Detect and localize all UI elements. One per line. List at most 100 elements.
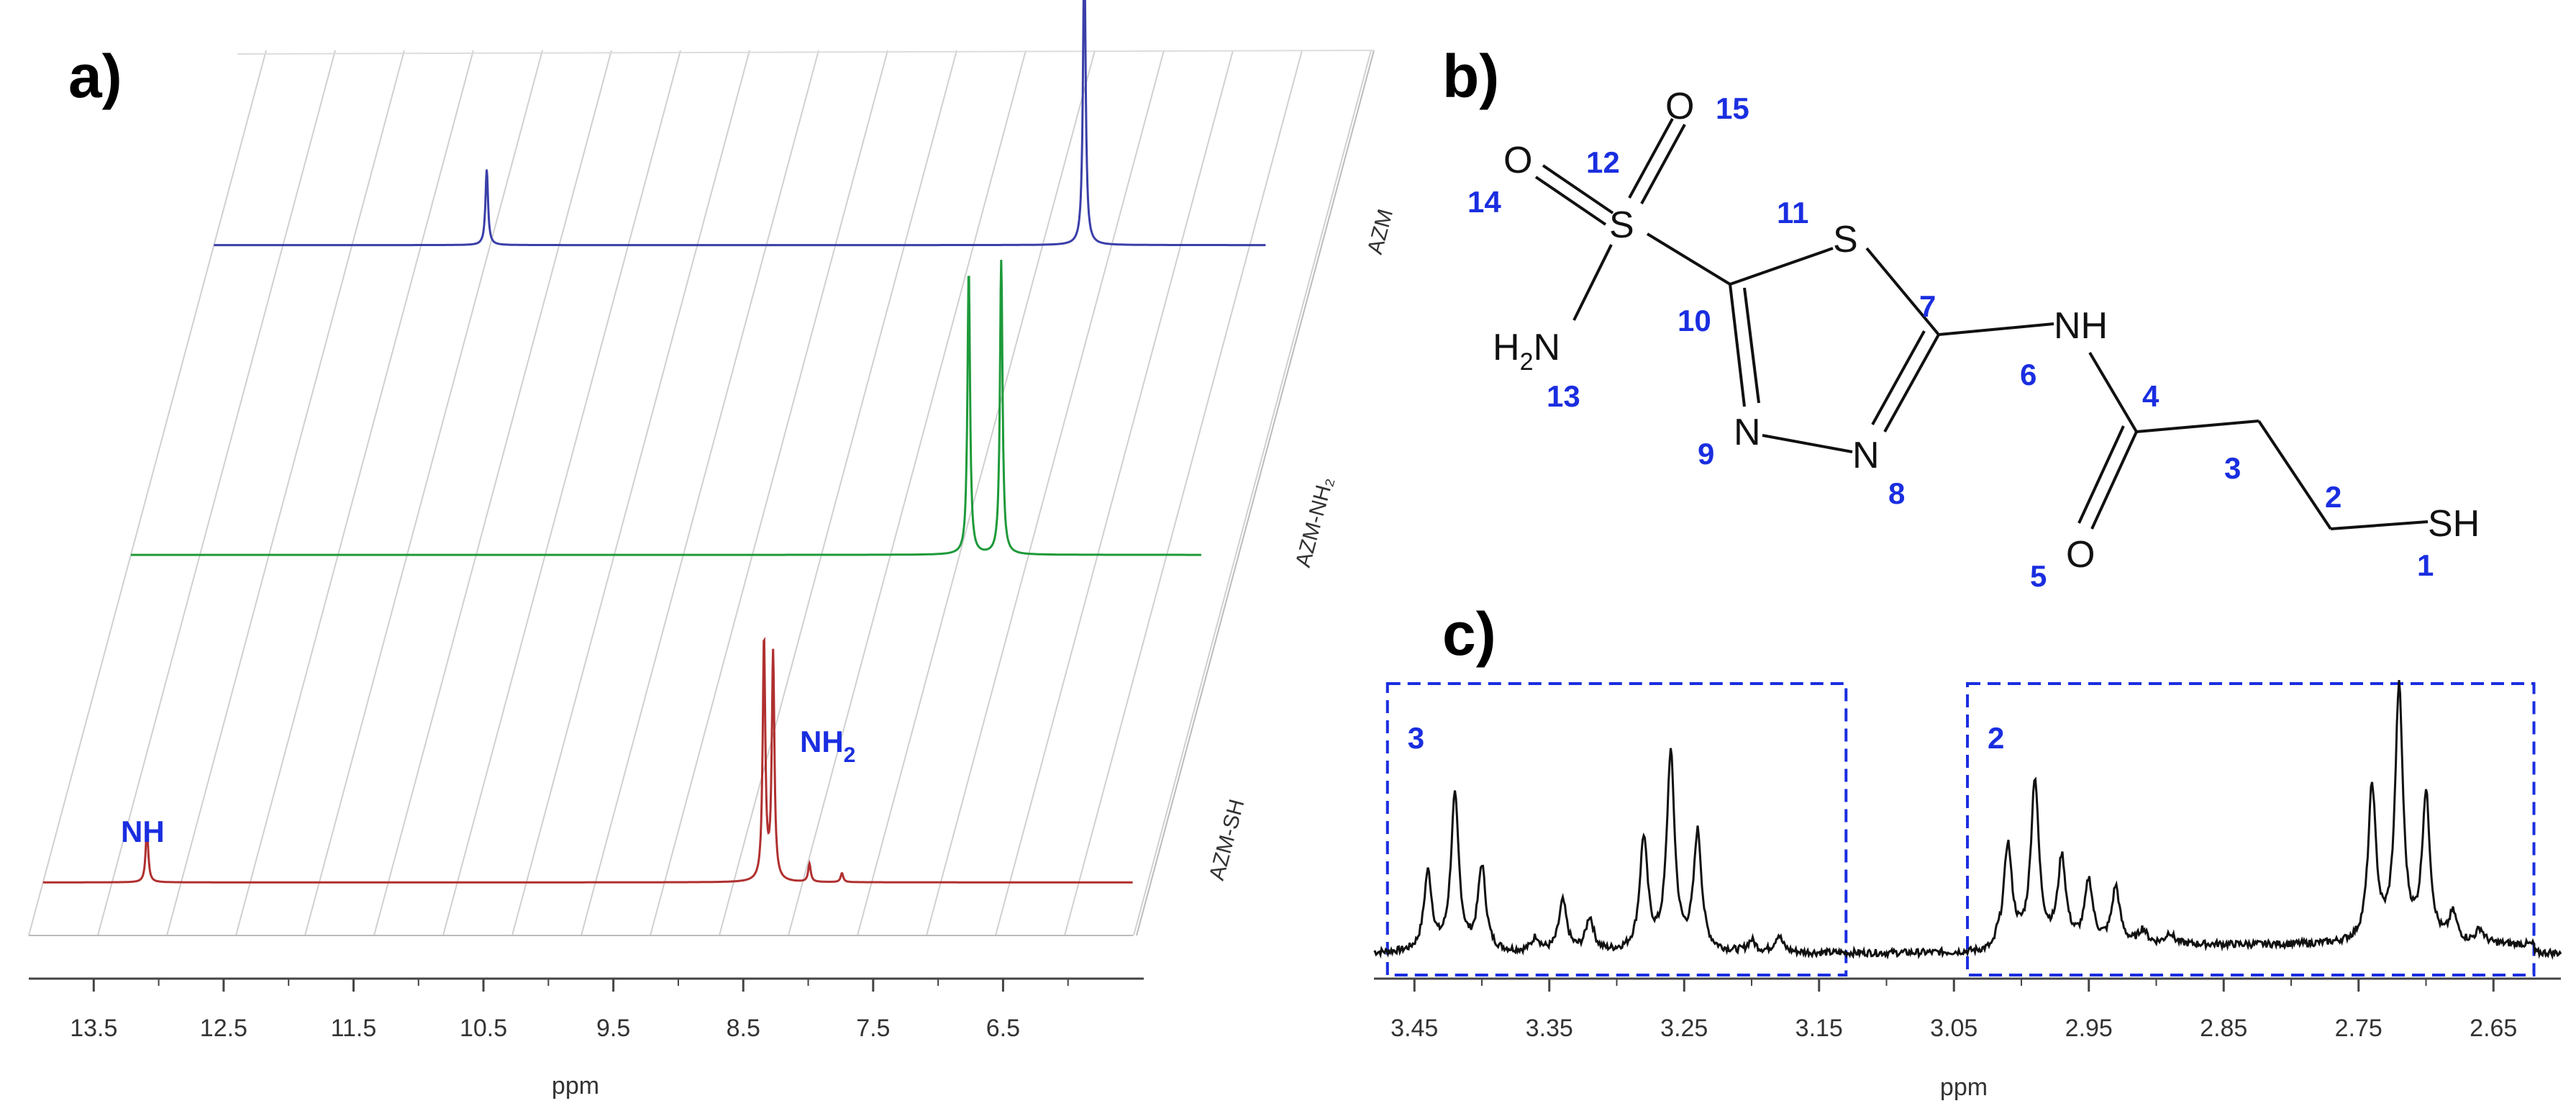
annotation-nh2-main: NH — [800, 725, 844, 758]
panel-a-depth-axis — [1136, 50, 1375, 936]
panel-a-tick-label: 13.5 — [70, 1015, 117, 1042]
panel-a-x-title: ppm — [552, 1072, 599, 1100]
number-1: 1 — [2417, 548, 2434, 582]
panel-a-grid-line — [373, 50, 612, 936]
atom-h2n-sub: 2 — [1520, 348, 1534, 376]
bond-nh-c4 — [2088, 351, 2138, 433]
panel-a-grid-line — [442, 50, 681, 936]
panel-a-tick-label: 7.5 — [856, 1015, 890, 1042]
annotation-nh: NH — [121, 815, 165, 848]
bond-c2-sh — [2330, 520, 2429, 530]
bond-c7-n8-a — [1883, 334, 1940, 432]
bond-s-o-top-b — [1640, 124, 1686, 204]
bond-s-o-left-a — [1542, 164, 1614, 214]
bond-c7-n8-b — [1871, 330, 1926, 425]
panel-a-tick-label: 8.5 — [727, 1015, 760, 1042]
bond-c10-s11 — [1729, 247, 1834, 286]
atom-h2n: H2N — [1493, 327, 1560, 376]
atom-sh: SH — [2428, 503, 2480, 545]
atom-n9: N — [1734, 412, 1761, 453]
number-9: 9 — [1698, 437, 1714, 471]
panel-c-tick-label: 2.75 — [2335, 1015, 2382, 1042]
atom-h2n-n: N — [1533, 327, 1560, 368]
panel-a-grid-line — [857, 50, 1096, 936]
panel-a-grid-line — [788, 50, 1027, 936]
panel-a-tick-label: 9.5 — [596, 1015, 630, 1042]
number-15: 15 — [1716, 91, 1749, 125]
number-13: 13 — [1547, 379, 1580, 413]
panel-a-grid-line — [511, 50, 750, 936]
panel-a-grid-line — [1133, 50, 1372, 936]
panel-a-tick-label: 12.5 — [200, 1015, 247, 1042]
panel-c-tick-label: 3.25 — [1660, 1015, 1708, 1042]
number-8: 8 — [1888, 476, 1905, 510]
panel-c-tick-label: 2.95 — [2065, 1015, 2113, 1042]
panel-a-grid-line — [719, 50, 957, 936]
panel-a-grid-line — [995, 50, 1234, 936]
panel-a-grid-line — [1064, 50, 1303, 936]
series-azm-line — [214, 0, 1266, 247]
series-label-azm-sh: AZM-SH — [1205, 797, 1250, 883]
series-azm-nh2-line — [130, 259, 1201, 556]
panel-c-ticks: 3.45 3.35 3.25 3.15 3.05 2.95 2.85 2.75 2.65 — [1391, 979, 2517, 1042]
panel-a-grid — [28, 50, 1372, 936]
series-label-azm-nh2: AZM-NH₂ — [1291, 474, 1338, 569]
panel-c-tick-label: 3.35 — [1526, 1015, 1573, 1042]
series-azm-sh-line — [42, 637, 1133, 884]
atom-n8: N — [1852, 435, 1880, 476]
panel-c-tick-label: 2.85 — [2200, 1015, 2247, 1042]
panel-a-grid-line — [97, 50, 336, 936]
panel-a-label: a) — [68, 42, 122, 110]
panel-a-tick-label: 10.5 — [460, 1015, 507, 1042]
atom-o-top: O — [1665, 86, 1694, 127]
number-12: 12 — [1586, 145, 1620, 179]
number-6: 6 — [2020, 358, 2036, 391]
panel-a-grid-line — [650, 50, 888, 936]
atom-numbers: 1 2 3 4 5 6 7 8 9 10 11 12 13 14 15 — [1467, 91, 2434, 593]
panel-c-box-label-2: 2 — [1988, 721, 2004, 755]
panel-c-x-title: ppm — [1940, 1074, 1988, 1101]
atom-s-ring: S — [1833, 219, 1858, 260]
bond-c7-nh — [1938, 322, 2054, 336]
panel-c-box-2 — [1966, 682, 2536, 976]
bond-c10-n9-a — [1729, 284, 1746, 407]
panel-c-label: c) — [1442, 600, 1496, 668]
panel-c-tick-label: 3.15 — [1796, 1015, 1843, 1042]
panel-a: a) 13.5 12.5 11.5 10.5 9.5 8.5 7.5 6.5 ppm AZM … — [28, 0, 1398, 1100]
panel-a-grid-line — [581, 50, 819, 936]
bond-s-o-top-a — [1628, 118, 1674, 199]
number-7: 7 — [1919, 289, 1936, 323]
panel-c-tick-label: 3.45 — [1391, 1015, 1438, 1042]
number-3: 3 — [2224, 451, 2241, 485]
atom-s-sulfonyl: S — [1609, 204, 1634, 246]
panel-a-grid-line — [235, 50, 474, 936]
panel-a-tick-label: 6.5 — [986, 1015, 1020, 1042]
bond-s-n — [1573, 244, 1613, 321]
bonds — [1534, 118, 2429, 530]
bond-c4-c3 — [2136, 420, 2259, 433]
bond-c4-o-b — [2077, 425, 2125, 524]
bond-s11-c7 — [1865, 247, 1940, 336]
bond-c10-n9-b — [1743, 287, 1760, 404]
atom-o5: O — [2066, 534, 2095, 576]
panel-c-tick-label: 2.65 — [2470, 1015, 2517, 1042]
panel-a-grid-line — [926, 50, 1165, 936]
panel-a-grid-line — [28, 50, 267, 936]
panel-c: c) 3.45 3.35 3.25 3.15 3.05 2.95 2.85 2.75 2.65 … — [1373, 600, 2562, 1101]
panel-c-tick-label: 3.05 — [1930, 1015, 1977, 1042]
panel-b-label: b) — [1442, 42, 1499, 110]
number-2: 2 — [2325, 480, 2341, 514]
number-11: 11 — [1777, 196, 1808, 230]
panel-c-box-label-3: 3 — [1408, 721, 1424, 755]
number-14: 14 — [1467, 185, 1501, 219]
atom-nh: NH — [2054, 305, 2108, 347]
panel-a-ticks: 13.5 12.5 11.5 10.5 9.5 8.5 7.5 6.5 — [70, 979, 1069, 1042]
bond-s-c10 — [1646, 232, 1731, 286]
atom-o-left: O — [1503, 140, 1532, 181]
bond-c4-o-a — [2090, 431, 2138, 530]
panel-a-tick-label: 11.5 — [331, 1015, 377, 1042]
atom-h2n-h: H — [1493, 327, 1520, 368]
panel-c-box-3 — [1385, 682, 1848, 976]
annotation-nh2-sub: 2 — [844, 743, 856, 767]
